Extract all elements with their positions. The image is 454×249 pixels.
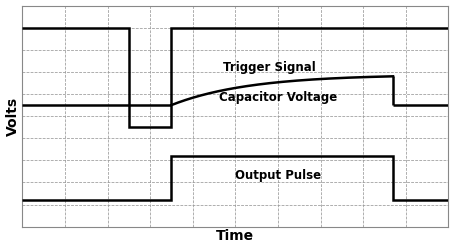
X-axis label: Time: Time xyxy=(216,229,254,244)
Y-axis label: Volts: Volts xyxy=(5,97,20,136)
Text: Trigger Signal: Trigger Signal xyxy=(223,61,316,74)
Text: Output Pulse: Output Pulse xyxy=(235,169,321,182)
Text: Capacitor Voltage: Capacitor Voltage xyxy=(219,91,337,104)
